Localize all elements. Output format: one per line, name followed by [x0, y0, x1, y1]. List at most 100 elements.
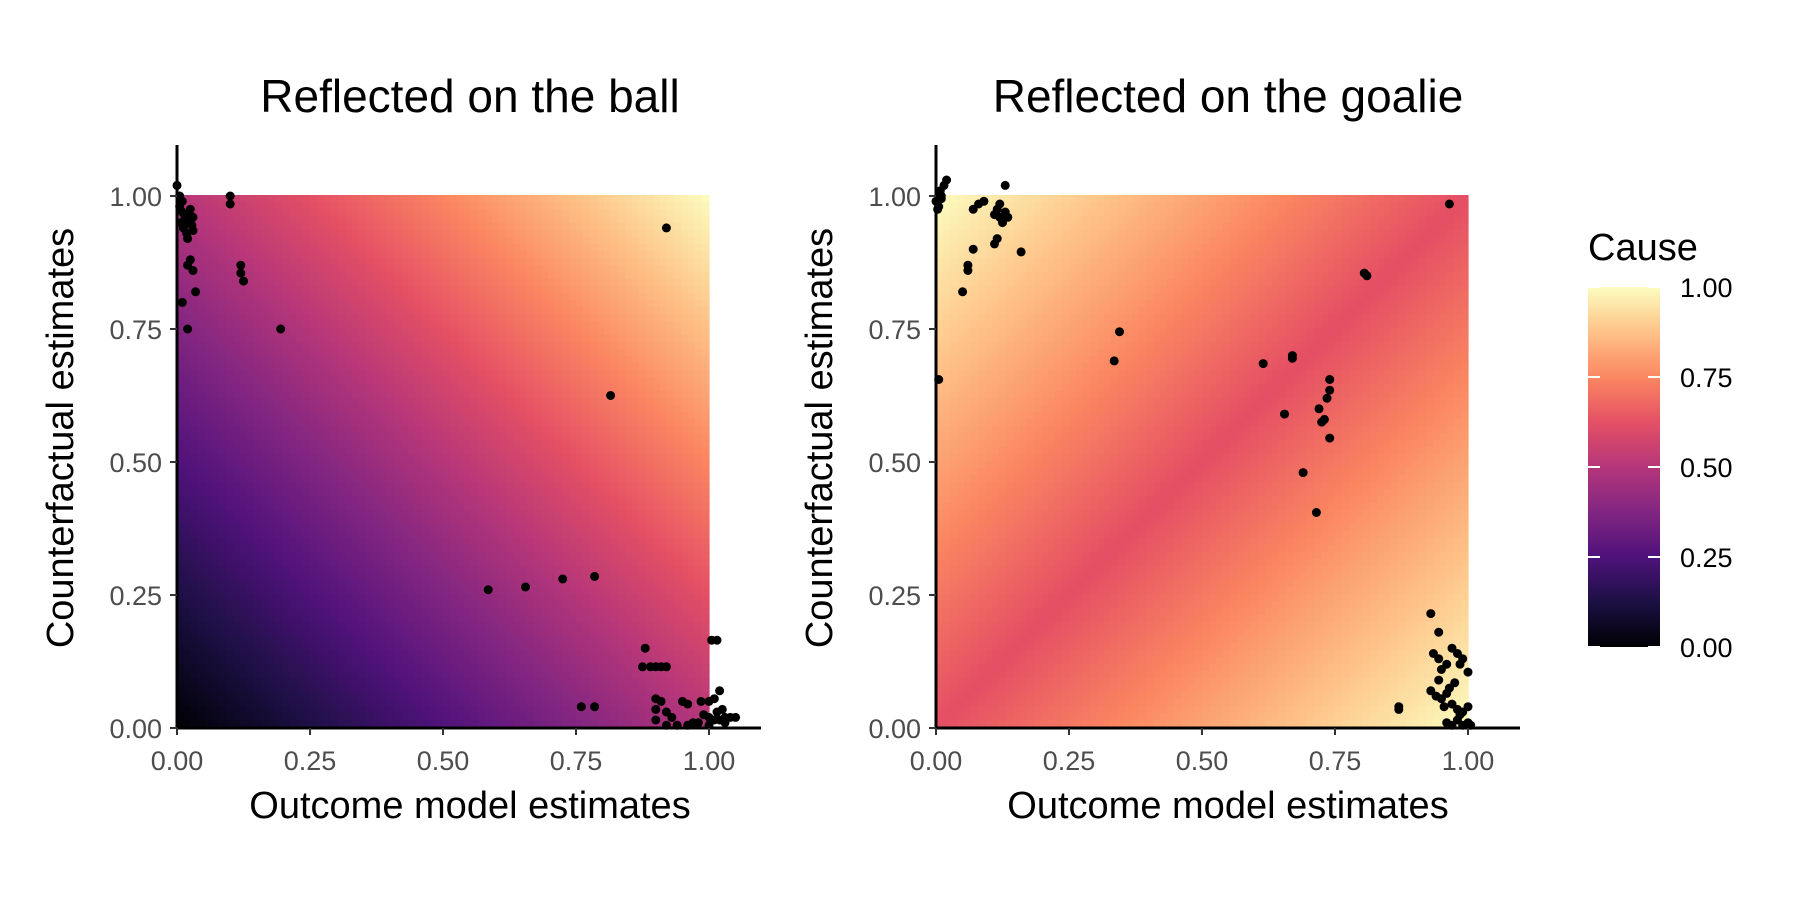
heat-cell	[576, 664, 584, 672]
heat-cell	[345, 552, 353, 560]
heat-cell	[184, 615, 192, 623]
heat-cell	[429, 209, 437, 217]
heat-cell	[499, 713, 507, 721]
heat-cell	[534, 531, 542, 539]
heat-cell	[562, 615, 570, 623]
heat-cell	[436, 405, 444, 413]
heat-cell	[590, 594, 598, 602]
heat-cell	[478, 426, 486, 434]
heat-cell	[471, 265, 479, 273]
heat-cell	[492, 279, 500, 287]
heat-cell	[219, 258, 227, 266]
heat-cell	[506, 314, 514, 322]
heat-cell	[457, 237, 465, 245]
heat-cell	[450, 265, 458, 273]
heat-cell	[338, 636, 346, 644]
heat-cell	[569, 342, 577, 350]
heat-cell	[443, 678, 451, 686]
heat-cell	[324, 601, 332, 609]
heat-cell	[492, 370, 500, 378]
heat-cell	[527, 608, 535, 616]
heat-cell	[499, 524, 507, 532]
heat-cell	[464, 230, 472, 238]
heat-cell	[240, 335, 248, 343]
heat-cell	[555, 258, 563, 266]
heat-cell	[240, 685, 248, 693]
heat-cell	[331, 517, 339, 525]
heat-cell	[625, 671, 633, 679]
heat-cell	[583, 349, 591, 357]
heat-cell	[548, 356, 556, 364]
heat-cell	[436, 195, 444, 203]
heat-cell	[366, 202, 374, 210]
heat-cell	[527, 300, 535, 308]
heat-cell	[422, 510, 430, 518]
heat-cell	[506, 699, 514, 707]
heat-cell	[254, 328, 262, 336]
heat-cell	[611, 405, 619, 413]
heat-cell	[422, 587, 430, 595]
heat-cell	[303, 405, 311, 413]
heat-cell	[471, 699, 479, 707]
heat-cell	[443, 405, 451, 413]
heat-cell	[275, 440, 283, 448]
heat-cell	[177, 657, 185, 665]
heat-cell	[359, 412, 367, 420]
heat-cell	[632, 531, 640, 539]
heat-cell	[548, 391, 556, 399]
heat-cell	[625, 594, 633, 602]
heat-cell	[548, 636, 556, 644]
heat-cell	[520, 664, 528, 672]
heat-cell	[604, 293, 612, 301]
heat-cell	[408, 335, 416, 343]
heat-cell	[352, 321, 360, 329]
heat-cell	[212, 412, 220, 420]
heat-cell	[429, 692, 437, 700]
heat-cell	[184, 643, 192, 651]
heat-cell	[247, 685, 255, 693]
heat-cell	[331, 489, 339, 497]
heat-cell	[506, 300, 514, 308]
heat-cell	[387, 349, 395, 357]
heat-cell	[548, 496, 556, 504]
heat-cell	[205, 622, 213, 630]
heat-cell	[212, 216, 220, 224]
heat-cell	[590, 678, 598, 686]
heat-cell	[569, 447, 577, 455]
heat-cell	[352, 517, 360, 525]
heat-cell	[380, 699, 388, 707]
heat-cell	[499, 636, 507, 644]
heat-cell	[205, 300, 213, 308]
heat-cell	[408, 482, 416, 490]
heat-cell	[317, 524, 325, 532]
heat-cell	[429, 545, 437, 553]
heat-cell	[611, 244, 619, 252]
heat-cell	[331, 391, 339, 399]
heat-cell	[569, 629, 577, 637]
heat-cell	[366, 622, 374, 630]
heat-cell	[296, 335, 304, 343]
heat-cell	[268, 482, 276, 490]
heat-cell	[548, 685, 556, 693]
heat-cell	[520, 440, 528, 448]
heat-cell	[618, 489, 626, 497]
heat-cell	[457, 244, 465, 252]
heat-cell	[359, 482, 367, 490]
heat-cell	[366, 426, 374, 434]
heat-cell	[422, 608, 430, 616]
heat-cell	[513, 314, 521, 322]
heat-cell	[611, 307, 619, 315]
heat-cell	[590, 398, 598, 406]
heat-cell	[394, 510, 402, 518]
heat-cell	[184, 545, 192, 553]
heat-cell	[394, 328, 402, 336]
heat-cell	[478, 643, 486, 651]
heat-cell	[457, 496, 465, 504]
heat-cell	[422, 377, 430, 385]
heat-cell	[394, 412, 402, 420]
heat-cell	[478, 209, 486, 217]
heat-cell	[443, 475, 451, 483]
heat-cell	[513, 230, 521, 238]
heat-cell	[184, 510, 192, 518]
heat-cell	[562, 566, 570, 574]
